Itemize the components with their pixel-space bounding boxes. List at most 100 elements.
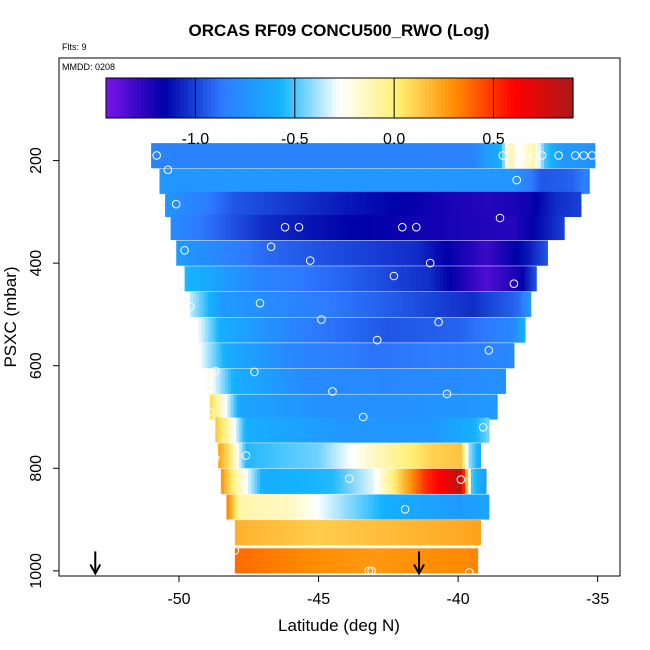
heatmap-cell	[334, 240, 339, 266]
data-point	[529, 151, 538, 160]
heatmap-cell	[521, 191, 525, 217]
data-point	[587, 151, 597, 160]
heatmap-cell	[574, 191, 579, 217]
heatmap-cell	[503, 191, 507, 217]
heatmap-cell	[266, 417, 270, 443]
heatmap-cell	[435, 317, 439, 343]
heatmap-cell	[375, 343, 380, 369]
plot-frame	[58, 57, 621, 577]
heatmap-cell	[399, 291, 403, 317]
heatmap-cell	[446, 468, 451, 494]
heatmap-cell	[476, 417, 481, 443]
heatmap-cell	[519, 143, 524, 169]
heatmap-cell	[428, 494, 433, 520]
heatmap-cell	[374, 368, 378, 394]
heatmap-cell	[333, 548, 338, 574]
heatmap-cell	[476, 468, 481, 494]
heatmap-cell	[344, 394, 348, 420]
heatmap-cell	[359, 368, 363, 394]
heatmap-cell	[176, 214, 181, 241]
heatmap-cell	[321, 520, 326, 546]
heatmap-cell	[456, 214, 460, 241]
heatmap-cell	[457, 240, 462, 266]
heatmap-cell	[433, 368, 438, 394]
heatmap-cell	[464, 468, 469, 494]
colorbar-cell	[253, 78, 259, 118]
heatmap-cell	[390, 168, 395, 194]
heatmap-cell	[412, 368, 417, 394]
heatmap-cell	[206, 240, 210, 266]
heatmap-cell	[262, 494, 267, 520]
heatmap-cell	[405, 291, 409, 317]
heatmap-cell	[174, 191, 178, 217]
heatmap-cell	[260, 368, 265, 394]
heatmap-cell	[422, 394, 426, 420]
heatmap-cell	[275, 468, 279, 494]
heatmap-cell	[362, 443, 367, 469]
heatmap-cell	[323, 368, 327, 394]
heatmap-cell	[291, 317, 296, 343]
heatmap-cell	[518, 266, 522, 292]
heatmap-cell	[401, 191, 405, 217]
heatmap-cell	[486, 143, 491, 169]
heatmap-cell	[230, 191, 235, 217]
heatmap-cell	[353, 394, 357, 420]
data-point	[579, 151, 589, 160]
heatmap-cell	[365, 191, 369, 217]
colorbar-cell	[401, 78, 407, 118]
heatmap-cell	[236, 417, 240, 443]
heatmap-cell	[326, 191, 331, 217]
heatmap-cell	[280, 494, 285, 520]
heatmap-cell	[501, 343, 506, 369]
heatmap-cell	[447, 291, 451, 317]
heatmap-cell	[525, 143, 530, 169]
heatmap-cell	[387, 520, 392, 546]
heatmap-cell	[221, 214, 226, 241]
heatmap-cell	[404, 266, 408, 292]
heatmap-cell	[289, 240, 294, 266]
heatmap-cell	[420, 291, 424, 317]
heatmap-cell	[540, 214, 544, 241]
heatmap-cell	[351, 291, 355, 317]
heatmap-cell	[407, 266, 411, 292]
heatmap-cell	[453, 291, 457, 317]
heatmap-cell	[464, 417, 469, 443]
heatmap-cell	[321, 291, 326, 317]
heatmap-cell	[324, 168, 329, 194]
heatmap-cell	[415, 240, 420, 266]
heatmap-cell	[481, 168, 485, 194]
heatmap-cell	[290, 417, 294, 443]
heatmap-cell	[245, 417, 249, 443]
heatmap-cell	[316, 266, 321, 292]
heatmap-cell	[215, 368, 220, 394]
heatmap-cell	[254, 191, 259, 217]
heatmap-cell	[309, 291, 314, 317]
heatmap-cell	[402, 143, 407, 169]
heatmap-cell	[407, 368, 411, 394]
heatmap-cell	[488, 291, 493, 317]
heatmap-cell	[338, 443, 343, 469]
data-point	[372, 335, 382, 345]
data-point	[554, 151, 563, 160]
heatmap-cell	[417, 168, 422, 194]
heatmap-cell	[570, 143, 575, 169]
heatmap-cell	[434, 494, 439, 520]
heatmap-cell	[327, 548, 332, 574]
heatmap-cell	[383, 394, 387, 420]
colorbar-cell	[242, 78, 247, 118]
heatmap-cell	[484, 368, 489, 394]
heatmap-cell	[450, 548, 455, 574]
heatmap-cell	[344, 214, 349, 241]
heatmap-cell	[416, 191, 420, 217]
colorbar-cell	[378, 78, 383, 118]
heatmap-cell	[241, 494, 246, 520]
heatmap-cell	[392, 468, 397, 494]
heatmap-cell	[466, 368, 471, 394]
heatmap-cell	[191, 240, 195, 266]
heatmap-cell	[342, 317, 346, 343]
heatmap-cell	[373, 240, 378, 266]
heatmap-cell	[258, 168, 263, 194]
heatmap-cell	[281, 394, 286, 420]
heatmap-cell	[216, 317, 221, 343]
heatmap-cell	[396, 168, 401, 194]
